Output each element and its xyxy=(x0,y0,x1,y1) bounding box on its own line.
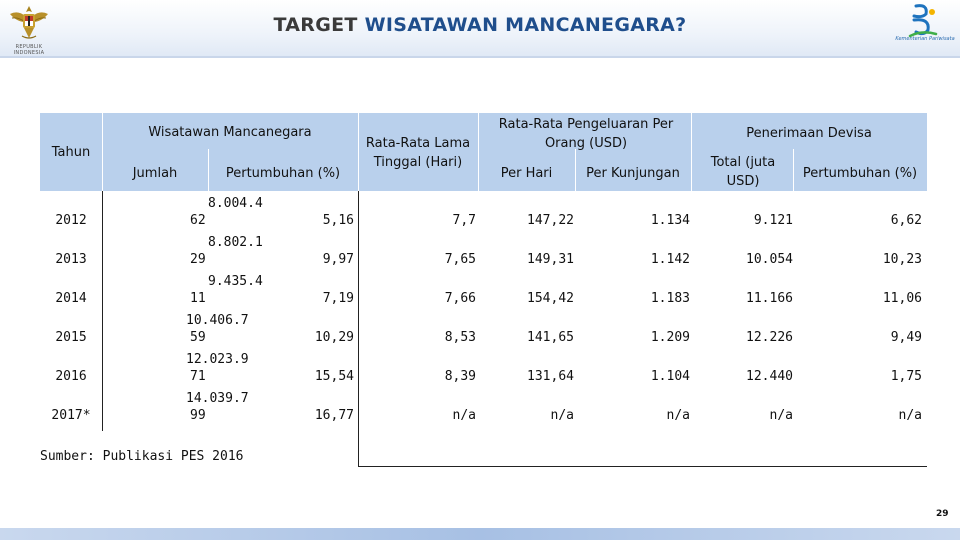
garuda-emblem-icon xyxy=(10,6,48,39)
cell-lama: 7,65 xyxy=(444,252,476,267)
header-row xyxy=(40,113,927,191)
header-tahun: Tahun xyxy=(51,145,91,160)
cell-tahun: 2017* xyxy=(51,408,91,423)
kemenpar-logo-icon xyxy=(908,4,938,38)
header-pengeluaran: Rata-Rata Pengeluaran Per Orang (USD) xyxy=(498,117,674,151)
cell-per-hari: 147,22 xyxy=(527,213,574,228)
cell-jumlah-part1: 9.435.4 xyxy=(208,274,263,289)
cell-lama: 8,39 xyxy=(444,369,476,384)
page-number: 29 xyxy=(936,509,949,519)
cell-devisa-pertumbuhan: 9,49 xyxy=(890,330,922,345)
cell-per-kunjungan: 1.183 xyxy=(650,291,690,306)
header-per-kunjungan: Per Kunjungan xyxy=(586,166,680,181)
cell-jumlah-part1: 8.004.4 xyxy=(208,196,263,211)
page-title: TARGET WISATAWAN MANCANEGARA? xyxy=(0,14,960,36)
header-total: Total (juta USD) xyxy=(710,155,776,189)
cell-total: 9.121 xyxy=(753,213,793,228)
cell-jumlah-part2: 62 xyxy=(190,213,206,228)
source-note: Sumber: Publikasi PES 2016 xyxy=(40,449,244,464)
cell-pertumbuhan: 15,54 xyxy=(314,369,354,384)
cell-jumlah-part2: 29 xyxy=(190,252,206,267)
cell-lama: n/a xyxy=(452,408,476,423)
cell-per-kunjungan: 1.209 xyxy=(650,330,690,345)
cell-per-kunjungan: 1.134 xyxy=(650,213,690,228)
cell-total: n/a xyxy=(769,408,793,423)
cell-tahun: 2014 xyxy=(55,291,87,306)
cell-tahun: 2016 xyxy=(55,369,87,384)
cell-total: 10.054 xyxy=(746,252,793,267)
cell-devisa-pertumbuhan: n/a xyxy=(898,408,922,423)
footer-bar xyxy=(0,528,960,540)
cell-jumlah-part1: 12.023.9 xyxy=(186,352,249,367)
column-divider xyxy=(102,191,103,431)
cell-pertumbuhan: 7,19 xyxy=(322,291,354,306)
cell-per-hari: 149,31 xyxy=(527,252,574,267)
cell-total: 12.440 xyxy=(746,369,793,384)
cell-pertumbuhan: 9,97 xyxy=(322,252,354,267)
header-divider xyxy=(358,113,359,191)
cell-lama: 7,7 xyxy=(452,213,476,228)
cell-jumlah-part2: 71 xyxy=(190,369,206,384)
cell-jumlah-part2: 99 xyxy=(190,408,206,423)
tourism-table: Tahun Wisatawan Mancanegara Jumlah Pertu… xyxy=(40,113,927,467)
cell-total: 11.166 xyxy=(746,291,793,306)
cell-devisa-pertumbuhan: 6,62 xyxy=(890,213,922,228)
header-divider xyxy=(793,149,794,191)
cell-pertumbuhan: 5,16 xyxy=(322,213,354,228)
cell-pertumbuhan: 10,29 xyxy=(314,330,354,345)
cell-per-kunjungan: 1.104 xyxy=(650,369,690,384)
column-divider xyxy=(358,191,359,467)
cell-per-kunjungan: 1.142 xyxy=(650,252,690,267)
cell-per-hari: n/a xyxy=(550,408,574,423)
cell-jumlah-part2: 11 xyxy=(190,291,206,306)
cell-jumlah-part1: 10.406.7 xyxy=(186,313,249,328)
cell-devisa-pertumbuhan: 10,23 xyxy=(882,252,922,267)
header-divider xyxy=(208,149,209,191)
header-per-hari: Per Hari xyxy=(500,166,553,181)
cell-jumlah-part2: 59 xyxy=(190,330,206,345)
header-wisman: Wisatawan Mancanegara xyxy=(148,125,312,140)
header-divider xyxy=(478,113,479,191)
cell-per-hari: 141,65 xyxy=(527,330,574,345)
cell-pertumbuhan: 16,77 xyxy=(314,408,354,423)
cell-total: 12.226 xyxy=(746,330,793,345)
left-logo-caption: REPUBLIK INDONESIA xyxy=(13,44,45,56)
header-devisa-pertumbuhan: Pertumbuhan (%) xyxy=(802,166,918,181)
header-jumlah: Jumlah xyxy=(132,166,178,181)
cell-tahun: 2013 xyxy=(55,252,87,267)
right-logo-caption: Kementerian Pariwisata xyxy=(895,36,955,42)
title-part1: TARGET xyxy=(273,14,358,36)
cell-per-hari: 154,42 xyxy=(527,291,574,306)
cell-devisa-pertumbuhan: 11,06 xyxy=(882,291,922,306)
cell-per-kunjungan: n/a xyxy=(666,408,690,423)
header-band xyxy=(0,0,960,58)
cell-lama: 7,66 xyxy=(444,291,476,306)
cell-per-hari: 131,64 xyxy=(527,369,574,384)
cell-devisa-pertumbuhan: 1,75 xyxy=(890,369,922,384)
header-divider xyxy=(102,113,103,191)
cell-jumlah-part1: 8.802.1 xyxy=(208,235,263,250)
header-lama-tinggal: Rata-Rata Lama Tinggal (Hari) xyxy=(365,136,471,170)
table-bottom-line xyxy=(358,466,927,467)
header-divider xyxy=(575,149,576,191)
header-divider xyxy=(691,113,692,191)
title-part2: WISATAWAN MANCANEGARA? xyxy=(364,14,687,36)
header-pertumbuhan: Pertumbuhan (%) xyxy=(225,166,341,181)
cell-tahun: 2012 xyxy=(55,213,87,228)
cell-lama: 8,53 xyxy=(444,330,476,345)
header-devisa: Penerimaan Devisa xyxy=(746,126,872,141)
cell-jumlah-part1: 14.039.7 xyxy=(186,391,249,406)
cell-tahun: 2015 xyxy=(55,330,87,345)
